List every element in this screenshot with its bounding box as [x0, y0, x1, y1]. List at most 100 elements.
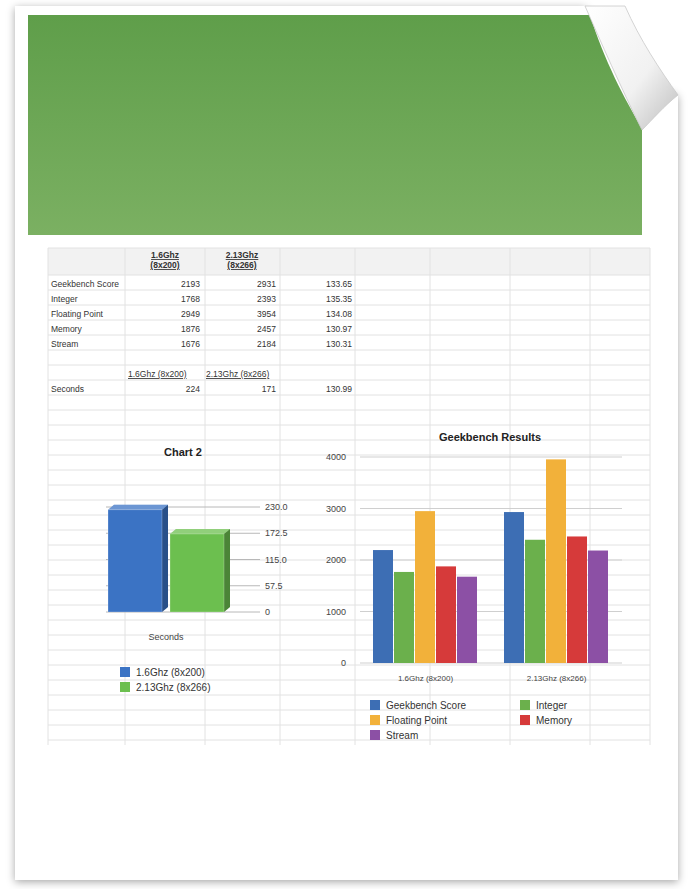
tick-label: 4000 [326, 452, 346, 462]
green-band [28, 15, 642, 235]
legend-swatch [370, 700, 380, 710]
legend-label: Geekbench Score [386, 700, 466, 711]
bar-top-shade [170, 529, 230, 534]
header-line: (8x266) [227, 260, 256, 270]
column-header: 1.6Ghz(8x200) [150, 250, 179, 270]
tick-label: 57.5 [265, 581, 283, 591]
cell-value: 2393 [257, 294, 276, 304]
cell-value: 133.65 [326, 279, 352, 289]
bar [588, 551, 608, 663]
bar [436, 566, 456, 663]
sheet-row-line [48, 290, 650, 291]
sheet-row-line [48, 410, 650, 411]
row-label: Integer [51, 294, 78, 304]
sheet-col-line [650, 248, 651, 745]
sheet-row-line [48, 395, 650, 396]
sheet-row-line [48, 305, 650, 306]
header-line: 2.13Ghz [226, 250, 259, 260]
header-row [48, 248, 650, 275]
chart-title: Geekbench Results [439, 431, 541, 443]
legend-label: Floating Point [386, 715, 447, 726]
header-line: (8x200) [150, 260, 179, 270]
sheet-row-line [48, 275, 650, 276]
chart-2: Chart 2230.0172.5115.057.50Seconds1.6Ghz… [106, 446, 288, 693]
tick-label: 115.0 [265, 555, 287, 565]
chart-title: Chart 2 [164, 446, 202, 458]
sheet-row-line [48, 455, 650, 456]
legend-swatch [120, 682, 130, 692]
cell-value: 130.31 [326, 339, 352, 349]
sheet-row-line [48, 665, 650, 666]
row-label: Stream [51, 339, 78, 349]
sheet-row-line [48, 695, 650, 696]
cell-value: 224 [186, 384, 200, 394]
legend-swatch [370, 715, 380, 725]
geekbench-chart: Geekbench Results010002000300040001.6Ghz… [326, 431, 622, 741]
sheet-col-line [510, 248, 511, 745]
row-label: Memory [51, 324, 82, 334]
bar-top [170, 529, 230, 534]
bar [525, 540, 545, 663]
page: 1.6Ghz(8x200) 2.13Ghz(8x266) Geekbench Sco… [0, 0, 688, 889]
cell-value: 134.08 [326, 309, 352, 319]
row-labels: Geekbench Score Integer Floating Point Memo… [51, 279, 119, 394]
legend-label: 2.13Ghz (8x266) [136, 682, 211, 693]
legend-swatch [520, 700, 530, 710]
page-curl [585, 6, 678, 130]
sheet-row-line [48, 365, 650, 366]
row-label: Geekbench Score [51, 279, 119, 289]
cell-value: 2931 [257, 279, 276, 289]
bar [504, 512, 524, 663]
legend-label: Memory [536, 715, 572, 726]
sheet-row-line [48, 350, 650, 351]
cell-value: 171 [262, 384, 276, 394]
column-header: 1.6Ghz (8x200) [128, 369, 187, 379]
cell-value: 1768 [181, 294, 200, 304]
sheet-row-line [48, 440, 650, 441]
bar [567, 536, 587, 663]
bar [373, 550, 393, 663]
cell-value: 135.35 [326, 294, 352, 304]
sheet-col-line [355, 248, 356, 745]
tick-label: 172.5 [265, 528, 288, 538]
tick-label: 3000 [326, 504, 346, 514]
row-label: Floating Point [51, 309, 104, 319]
cell-value: 1876 [181, 324, 200, 334]
cell-value: 130.99 [326, 384, 352, 394]
cell-value: 2949 [181, 309, 200, 319]
category-label: Seconds [148, 632, 184, 642]
sheet-row-line [48, 320, 650, 321]
sheet-row-line [48, 740, 650, 741]
category-label: 1.6Ghz (8x200) [398, 674, 453, 683]
bars [108, 505, 230, 612]
category-label: 2.13Ghz (8x266) [527, 674, 587, 683]
bar-side [162, 505, 168, 612]
bar-side-shade [224, 529, 230, 612]
bar-top [108, 505, 168, 510]
sheet: 1.6Ghz(8x200) 2.13Ghz(8x266) Geekbench Sco… [48, 248, 650, 745]
sheet-row-line [48, 380, 650, 381]
tick-label: 0 [265, 607, 270, 617]
bar [457, 577, 477, 663]
column-header: 2.13Ghz(8x266) [226, 250, 259, 270]
bar-side [224, 529, 230, 612]
sheet-col-line [280, 248, 281, 745]
legend-label: Stream [386, 730, 418, 741]
tick-label: 2000 [326, 555, 346, 565]
grid-line [360, 457, 622, 458]
sheet-col-line [48, 248, 49, 745]
bar [170, 534, 224, 612]
bars [373, 459, 608, 663]
sheet-row-line [48, 248, 650, 249]
row-label: Seconds [51, 384, 84, 394]
tick-label: 1000 [326, 607, 346, 617]
cell-value: 2457 [257, 324, 276, 334]
legend-swatch [520, 715, 530, 725]
sheet-row-line [48, 335, 650, 336]
paper [15, 6, 678, 880]
bar [108, 510, 162, 612]
header-line: 1.6Ghz [151, 250, 179, 260]
tick-label: 230.0 [265, 502, 288, 512]
grid-line [360, 508, 622, 509]
legend-label: Integer [536, 700, 568, 711]
